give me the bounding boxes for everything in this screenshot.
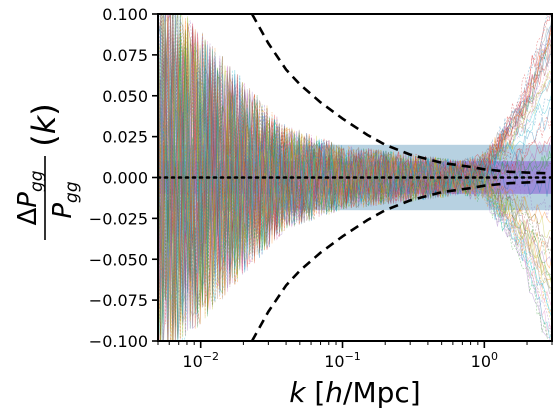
realization-line-16 <box>158 14 552 299</box>
realization-line-22 <box>158 14 552 317</box>
realization-line-51 <box>158 14 552 297</box>
realization-line-45 <box>158 34 552 331</box>
realization-line-26 <box>158 20 552 341</box>
realization-line-5 <box>158 21 552 314</box>
y-tick-label: 0.000 <box>102 169 148 188</box>
realization-line-53 <box>158 14 552 336</box>
realization-line-34 <box>158 14 549 305</box>
realization-line-44 <box>158 14 552 296</box>
realization-line-52 <box>158 16 552 341</box>
svg-text:Pgg: Pgg <box>48 181 82 218</box>
realization-line-9 <box>158 14 552 329</box>
y-axis-ticks: 0.100 0.075 0.050 0.025 0.000 −0.025 −0.050 −0.… <box>89 5 158 351</box>
y-tick-label: −0.050 <box>89 250 148 269</box>
realization-line-46 <box>158 14 552 296</box>
realization-line-12 <box>158 14 552 312</box>
realization-line-11 <box>158 14 552 341</box>
x-tick-label: 10−1 <box>324 350 361 371</box>
realization-line-19 <box>158 50 552 332</box>
x-axis-ticks: 10−2 10−1 100 <box>157 341 553 371</box>
realization-line-60 <box>158 44 552 341</box>
realization-line-24 <box>158 14 551 341</box>
y-tick-label: 0.025 <box>102 128 148 147</box>
x-tick-label: 10−2 <box>182 350 219 371</box>
realization-line-42 <box>158 31 552 341</box>
realization-line-35 <box>158 50 551 341</box>
realization-line-32 <box>158 14 552 341</box>
realization-line-4 <box>158 41 552 341</box>
realization-line-49 <box>158 14 552 341</box>
realization-line-38 <box>158 31 552 341</box>
y-tick-label: 0.100 <box>102 5 148 24</box>
realization-line-57 <box>158 14 552 301</box>
realization-line-36 <box>158 62 552 341</box>
realization-line-10 <box>158 32 552 341</box>
realization-line-47 <box>158 14 552 332</box>
realization-line-54 <box>159 14 552 341</box>
realization-line-17 <box>158 35 552 341</box>
svg-text:(k): (k) <box>25 103 63 147</box>
svg-text:ΔPgg: ΔPgg <box>13 170 47 225</box>
realization-line-20 <box>158 14 552 300</box>
realization-line-8 <box>158 20 552 341</box>
realization-line-6 <box>158 14 552 338</box>
y-tick-label: 0.050 <box>102 87 148 106</box>
y-tick-label: −0.100 <box>89 332 148 351</box>
realization-line-14 <box>158 19 552 341</box>
realization-line-29 <box>158 16 552 324</box>
realization-line-28 <box>158 14 552 339</box>
realization-line-39 <box>158 14 552 341</box>
realization-line-3 <box>158 17 552 340</box>
y-tick-label: −0.075 <box>89 291 148 310</box>
realization-line-43 <box>158 46 548 341</box>
realization-line-27 <box>158 28 552 341</box>
realization-line-56 <box>158 14 552 341</box>
y-axis-label: ΔPgg Pgg (k) <box>13 103 82 240</box>
x-tick-label: 100 <box>471 350 498 371</box>
realization-line-21 <box>158 14 552 331</box>
y-tick-label: 0.075 <box>102 46 148 65</box>
realization-line-33 <box>158 20 552 341</box>
realization-line-31 <box>158 14 552 341</box>
realization-line-41 <box>158 14 552 341</box>
realization-line-58 <box>158 14 552 341</box>
realization-line-7 <box>158 24 552 341</box>
realization-line-37 <box>158 14 552 310</box>
realization-line-59 <box>158 14 552 341</box>
realization-line-1 <box>158 14 552 299</box>
realization-line-30 <box>158 38 552 341</box>
y-tick-label: −0.025 <box>89 209 148 228</box>
realization-line-2 <box>158 18 552 318</box>
x-axis-label: k [h/Mpc] <box>289 376 420 409</box>
realization-line-18 <box>158 14 552 314</box>
